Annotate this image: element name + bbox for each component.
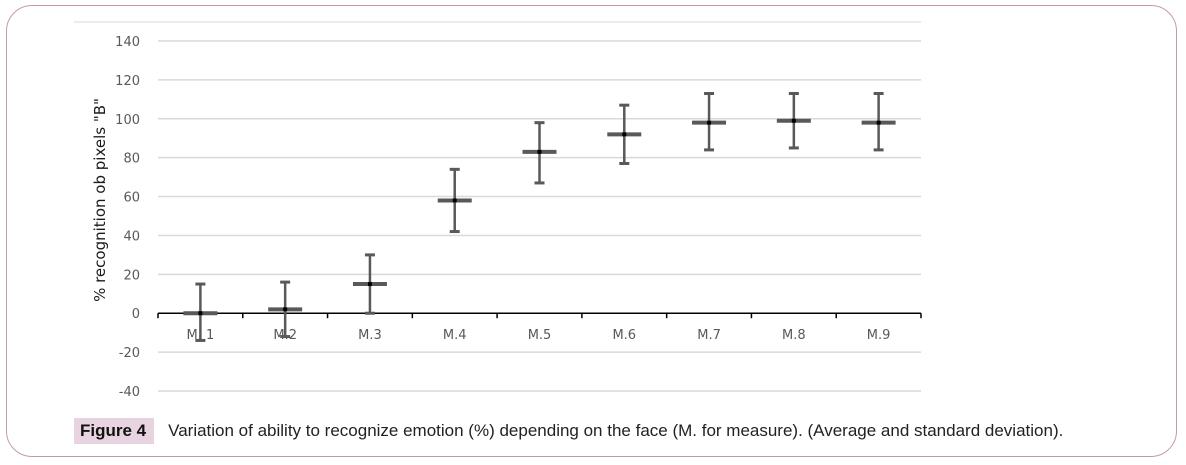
- mean-marker: [198, 311, 203, 316]
- caption-text: Variation of ability to recognize emotio…: [168, 421, 1064, 440]
- y-tick-labels: 140 120 100 80 60 40 20 0 -20 -40: [115, 35, 140, 400]
- mean-marker: [876, 120, 881, 125]
- y-tick-label: 60: [123, 191, 140, 206]
- error-bar-group: [692, 92, 727, 152]
- x-tick-label: M.8: [782, 328, 806, 343]
- figure-caption: Figure 4 Variation of ability to recogni…: [74, 418, 1063, 444]
- figure-frame: [6, 5, 1177, 457]
- x-tick-label: M.6: [612, 328, 636, 343]
- error-bar-group: [861, 92, 896, 152]
- mean-marker: [791, 118, 796, 123]
- error-bar-group: [607, 103, 642, 165]
- x-tick-label: M.7: [697, 328, 721, 343]
- y-tick-label: 100: [115, 113, 140, 128]
- error-bar-group: [268, 280, 303, 339]
- y-tick-label: 0: [132, 307, 140, 322]
- mean-marker: [537, 149, 542, 154]
- mean-marker: [452, 198, 457, 203]
- figure-label: Figure 4: [74, 418, 155, 444]
- mean-marker: [707, 120, 712, 125]
- x-tick-labels: M. 1M.2M.3M.4M.5M.6M.7M.8M.9: [187, 328, 891, 343]
- error-bar-group: [522, 121, 557, 185]
- y-tick-label: 40: [123, 229, 140, 244]
- y-tick-label: 140: [115, 35, 140, 50]
- x-tick-label: M.9: [867, 328, 891, 343]
- error-bar-group: [437, 167, 472, 234]
- x-axis: [157, 312, 922, 319]
- error-bar-group: [183, 282, 218, 342]
- x-tick-label: M.5: [528, 328, 552, 343]
- y-axis-label: % recognition ob pixels "B": [91, 98, 109, 302]
- mean-marker: [283, 307, 288, 312]
- x-tick-label: M.3: [358, 328, 382, 343]
- error-bar-group: [776, 92, 811, 150]
- y-tick-label: 20: [123, 268, 140, 283]
- y-tick-label: 80: [123, 152, 140, 167]
- y-tick-label: 120: [115, 74, 140, 89]
- y-tick-label: -40: [119, 385, 140, 400]
- x-tick-label: M.4: [443, 328, 467, 343]
- error-bar-group: [352, 253, 387, 315]
- mean-marker: [622, 132, 627, 137]
- mean-marker: [367, 282, 372, 287]
- y-tick-label: -20: [119, 346, 140, 361]
- data-points: [183, 92, 896, 342]
